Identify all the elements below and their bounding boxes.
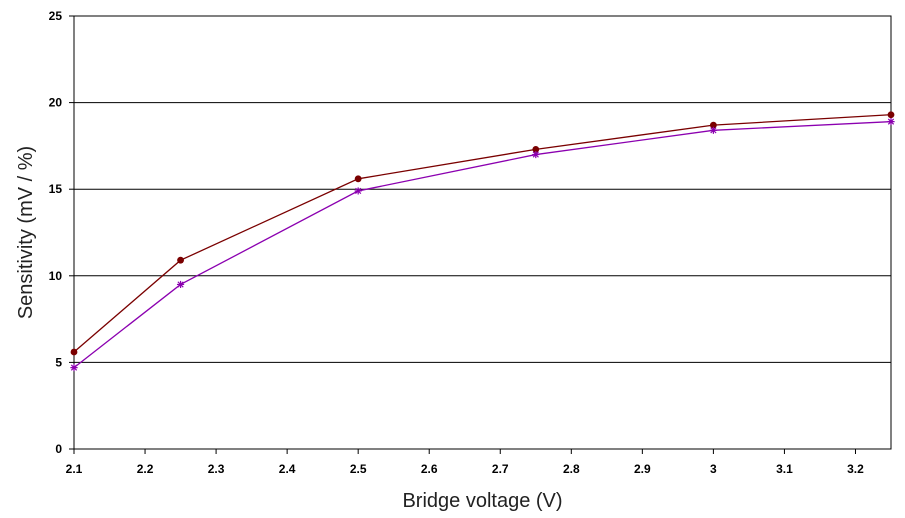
y-tick-label: 25 xyxy=(49,9,63,23)
x-tick-label: 3 xyxy=(710,462,717,476)
y-tick-label: 20 xyxy=(49,96,63,110)
series-1 xyxy=(70,111,895,356)
gridlines xyxy=(74,15,891,450)
series-1-point xyxy=(354,175,362,183)
series-1-line xyxy=(73,114,892,353)
series-1-point xyxy=(887,111,895,119)
series-2-point xyxy=(532,150,540,159)
plot-area-frame xyxy=(73,15,892,450)
x-tick-label: 2.4 xyxy=(279,462,296,476)
series-2 xyxy=(70,118,895,372)
series-2-point xyxy=(176,280,185,289)
data-series xyxy=(70,111,895,372)
y-tick-label: 5 xyxy=(55,355,62,369)
x-tick-label: 2.6 xyxy=(421,462,438,476)
y-tick-label: 10 xyxy=(49,269,63,283)
x-axis-title: Bridge voltage (V) xyxy=(402,490,562,512)
x-tick-label: 2.5 xyxy=(350,462,367,476)
series-2-point xyxy=(354,187,362,195)
series-2-line xyxy=(73,121,892,369)
x-tick-label: 2.7 xyxy=(492,462,509,476)
series-1-point xyxy=(70,348,78,356)
series-1-point xyxy=(532,145,540,153)
series-2-point xyxy=(709,126,717,134)
y-tick-label: 0 xyxy=(55,442,62,456)
y-axis-title: Sensitivity (mV / %) xyxy=(15,146,37,319)
series-1-point xyxy=(177,256,184,264)
x-tick-label: 2.9 xyxy=(634,462,651,476)
x-tick-label: 3.2 xyxy=(847,462,864,476)
x-tick-label: 2.8 xyxy=(563,462,580,476)
series-2-point xyxy=(887,118,895,126)
series-2-point xyxy=(70,363,78,372)
series-1-point xyxy=(709,121,717,129)
x-tick-label: 2.1 xyxy=(66,462,83,476)
x-tick-label: 3.1 xyxy=(776,462,793,476)
axes: 0 5 10 15 20 25 2.1 2.2 2.3 2.4 2.5 2.6 2.7 2.8 2.9 3 3.… xyxy=(49,9,865,476)
x-tick-label: 2.3 xyxy=(208,462,225,476)
x-tick-label: 2.2 xyxy=(137,462,154,476)
y-tick-label: 15 xyxy=(49,182,63,196)
